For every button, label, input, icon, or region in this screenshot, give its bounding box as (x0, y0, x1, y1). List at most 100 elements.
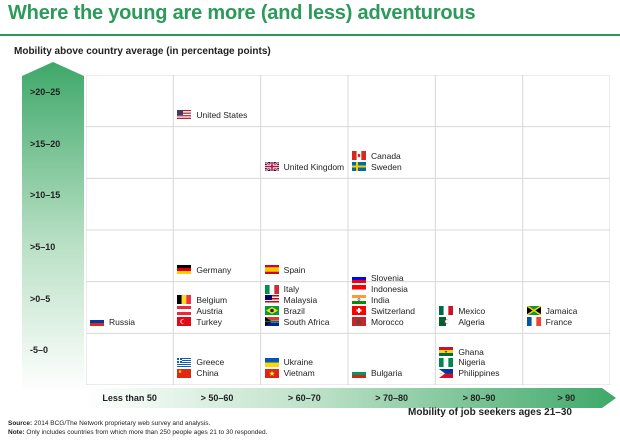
country-label: Russia (109, 316, 135, 327)
country-point: Philippines (439, 368, 499, 378)
country-label: France (545, 316, 573, 327)
x-axis-title: Mobility of job seekers ages 21–30 (408, 407, 572, 418)
country-point: South Africa (264, 317, 330, 327)
country-point: Bulgaria (352, 368, 402, 378)
country-point: China (177, 368, 219, 379)
za-flag-icon (264, 317, 279, 327)
country-point: France (526, 316, 573, 327)
country-point: Canada (352, 151, 401, 161)
ma-flag-icon (352, 317, 366, 327)
country-point: Jamaica (526, 305, 578, 316)
country-label: Algeria (458, 316, 485, 327)
country-label: Sweden (371, 161, 402, 172)
y-tick-label: >20–25 (30, 87, 61, 97)
country-point: Vietnam (264, 368, 315, 379)
country-point: Indonesia (352, 284, 408, 294)
country-label: Brazil (283, 305, 305, 316)
country-label: Belgium (196, 294, 228, 305)
country-label: Switzerland (371, 305, 415, 316)
y-axis-arrow (22, 62, 84, 392)
country-point: Greece (177, 357, 224, 367)
source-line: Source: 2014 BCG/The Network proprietary… (8, 420, 211, 427)
country-point: Mexico (439, 306, 485, 316)
ca-flag-icon (352, 151, 366, 161)
y-tick-label: -5–0 (30, 345, 49, 356)
country-label: Philippines (458, 368, 500, 379)
bg-flag-icon (352, 368, 366, 378)
country-label: United Kingdom (283, 161, 345, 172)
country-label: Canada (371, 150, 401, 161)
fr-flag-icon (526, 317, 541, 327)
country-label: Austria (196, 305, 223, 316)
es-flag-icon (264, 265, 279, 275)
country-point: Nigeria (439, 357, 485, 367)
country-point: Malaysia (264, 294, 318, 305)
dz-flag-icon (439, 317, 454, 327)
ph-flag-icon (439, 368, 454, 378)
country-point: Slovenia (352, 273, 404, 283)
ch-flag-icon (352, 306, 366, 316)
country-label: Jamaica (545, 305, 578, 316)
y-axis-title: Mobility above country average (in perce… (14, 46, 271, 57)
country-point: Sweden (352, 162, 402, 172)
country-label: Germany (196, 264, 232, 275)
chart-title: Where the young are more (and less) adve… (8, 2, 476, 24)
note-line: Note: Only includes countries from which… (8, 428, 268, 436)
gh-flag-icon (439, 347, 454, 357)
se-flag-icon (352, 162, 366, 172)
country-label: United States (196, 109, 248, 120)
de-flag-icon (177, 265, 192, 275)
chart-grid (86, 75, 610, 385)
country-label: Malaysia (283, 294, 318, 305)
be-flag-icon (177, 295, 192, 305)
tr-flag-icon (177, 317, 192, 327)
country-label: Italy (283, 284, 300, 295)
uk-flag-icon (264, 162, 279, 172)
y-tick-label: >5–10 (30, 242, 56, 252)
country-point: United Kingdom (264, 161, 345, 172)
country-label: Bulgaria (371, 368, 403, 379)
country-point: Switzerland (352, 306, 415, 316)
in-flag-icon (352, 295, 366, 305)
country-point: Germany (177, 265, 231, 275)
x-tick-label: Less than 50 (102, 393, 157, 403)
country-label: Ukraine (283, 357, 313, 368)
country-label: India (371, 294, 390, 305)
country-label: Spain (283, 264, 306, 275)
country-label: Greece (196, 357, 225, 368)
x-tick-label: > 60–70 (287, 393, 321, 403)
gr-flag-icon (177, 357, 192, 367)
ru-flag-icon (90, 317, 104, 327)
cn-flag-icon (177, 368, 192, 378)
x-tick-label: > 70–80 (375, 393, 409, 403)
at-flag-icon (177, 306, 192, 316)
country-point: Ukraine (264, 357, 313, 368)
country-label: Morocco (371, 316, 404, 327)
country-point: Ghana (439, 347, 484, 357)
country-point: Belgium (177, 295, 227, 305)
country-point: Austria (177, 305, 223, 316)
it-flag-icon (264, 284, 279, 294)
ng-flag-icon (439, 357, 454, 367)
country-label: China (196, 368, 219, 379)
country-point: Russia (90, 317, 135, 327)
y-tick-label: >15–20 (30, 138, 61, 149)
si-flag-icon (352, 273, 366, 283)
source-note: Source: 2014 BCG/The Network proprietary… (8, 420, 267, 437)
y-tick-label: >0–5 (30, 293, 51, 304)
country-point: Italy (264, 284, 300, 295)
x-axis-arrow (86, 388, 616, 408)
country-point: Algeria (439, 316, 485, 327)
mx-flag-icon (439, 306, 454, 316)
country-label: Mexico (458, 305, 486, 316)
country-point: United States (177, 110, 247, 120)
title-rule (0, 34, 620, 36)
x-tick-label: > 50–60 (200, 393, 234, 403)
y-tick-label: >10–15 (30, 190, 61, 201)
vn-flag-icon (264, 368, 279, 378)
country-label: Vietnam (283, 368, 315, 379)
country-label: Ghana (458, 346, 484, 357)
x-tick-label: > 80–90 (462, 393, 496, 403)
country-point: India (352, 295, 389, 305)
ua-flag-icon (264, 357, 279, 367)
